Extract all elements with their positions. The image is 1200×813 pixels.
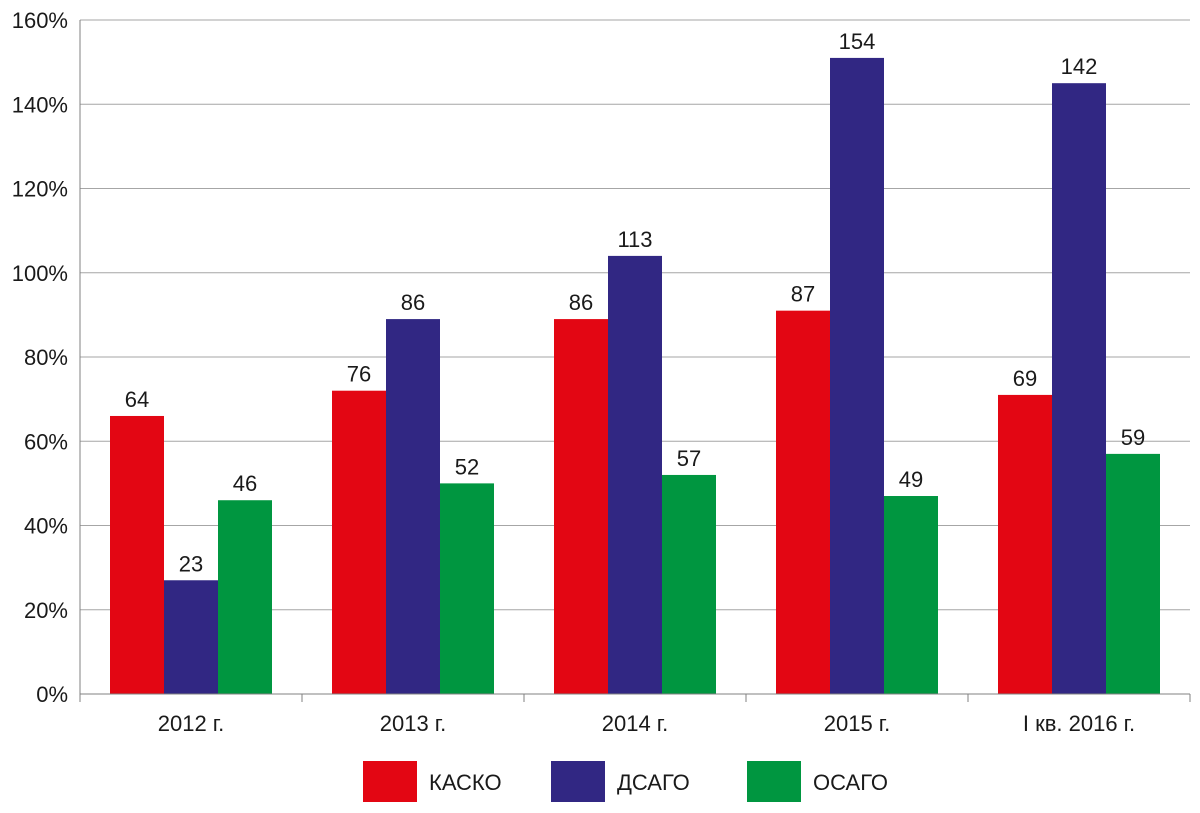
legend-label: ДСАГО: [617, 770, 690, 795]
x-category-label: 2015 г.: [824, 711, 891, 736]
data-label: 113: [617, 227, 652, 252]
data-label: 49: [899, 467, 923, 492]
bar: [998, 394, 1052, 694]
y-axis-ticks: 0% 20% 40% 60% 80% 100% 120% 140% 160%: [12, 8, 68, 707]
data-label: 57: [677, 446, 701, 471]
y-tick-label: 120%: [12, 177, 68, 202]
bar: [554, 319, 608, 694]
data-label: 86: [569, 290, 593, 315]
y-tick-label: 80%: [24, 345, 68, 370]
x-category-label: 2013 г.: [380, 711, 447, 736]
data-label: 87: [791, 282, 815, 307]
x-category-label: 2012 г.: [158, 711, 225, 736]
x-category-label: I кв. 2016 г.: [1023, 711, 1135, 736]
data-label: 154: [839, 29, 876, 54]
bar: [1052, 83, 1106, 694]
y-tick-label: 140%: [12, 92, 68, 117]
legend-label: КАСКО: [429, 770, 502, 795]
y-tick-label: 40%: [24, 514, 68, 539]
bar: [1106, 453, 1160, 694]
bar: [164, 580, 218, 694]
bar: [218, 500, 272, 694]
bar: [884, 496, 938, 694]
bar: [110, 415, 164, 694]
data-labels: 64 23 46 76 86 52 86 113 57 87 154 49 69 142 59: [125, 29, 1145, 576]
bar: [776, 310, 830, 694]
bar: [608, 255, 662, 694]
x-axis: [79, 20, 1191, 702]
legend-label: ОСАГО: [813, 770, 888, 795]
bar: [662, 474, 716, 694]
bar: [440, 483, 494, 694]
y-tick-label: 160%: [12, 8, 68, 33]
legend-item: КАСКО: [363, 761, 502, 802]
data-label: 69: [1013, 366, 1037, 391]
data-label: 64: [125, 387, 149, 412]
bar: [386, 319, 440, 694]
x-category-label: 2014 г.: [602, 711, 669, 736]
data-label: 52: [455, 454, 479, 479]
data-label: 46: [233, 471, 257, 496]
x-axis-categories: 2012 г. 2013 г. 2014 г. 2015 г. I кв. 2016 г…: [158, 711, 1135, 736]
y-tick-label: 0%: [36, 682, 68, 707]
y-tick-label: 20%: [24, 598, 68, 623]
legend-item: ОСАГО: [747, 761, 888, 802]
legend: КАСКО ДСАГО ОСАГО: [363, 761, 888, 802]
legend-item: ДСАГО: [551, 761, 690, 802]
bars: [110, 57, 1160, 695]
legend-swatch: [747, 761, 801, 802]
y-tick-label: 60%: [24, 429, 68, 454]
legend-swatch: [551, 761, 605, 802]
bar: [332, 390, 386, 694]
legend-swatch: [363, 761, 417, 802]
y-tick-label: 100%: [12, 261, 68, 286]
data-label: 76: [347, 362, 371, 387]
data-label: 23: [179, 551, 203, 576]
bar: [830, 57, 884, 695]
data-label: 86: [401, 290, 425, 315]
data-label: 59: [1121, 425, 1145, 450]
data-label: 142: [1061, 54, 1098, 79]
